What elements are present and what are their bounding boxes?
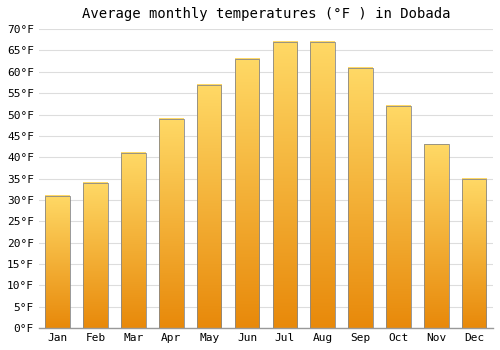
Bar	[197, 85, 222, 328]
Bar	[46, 196, 70, 328]
Bar	[348, 68, 373, 328]
Bar	[234, 59, 260, 328]
Title: Average monthly temperatures (°F ) in Dobada: Average monthly temperatures (°F ) in Do…	[82, 7, 450, 21]
Bar	[159, 119, 184, 328]
Bar	[310, 42, 335, 328]
Bar	[272, 42, 297, 328]
Bar	[84, 183, 108, 328]
Bar	[424, 145, 448, 328]
Bar	[462, 178, 486, 328]
Bar	[121, 153, 146, 328]
Bar	[386, 106, 410, 328]
